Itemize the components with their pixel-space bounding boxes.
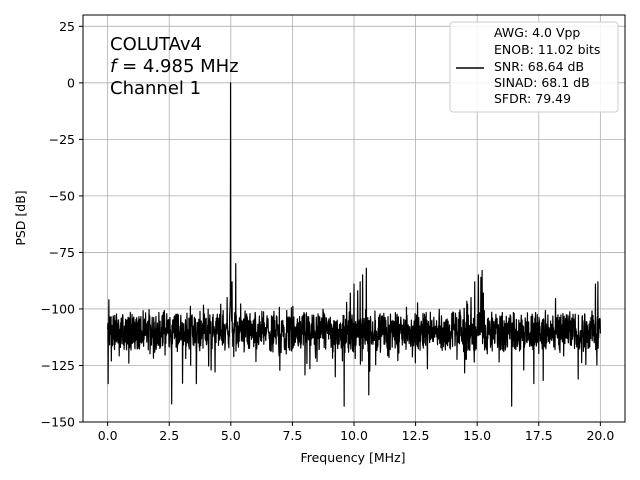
- annotation-frequency: = 4.985 MHz: [116, 56, 238, 77]
- y-tick-label: −75: [49, 245, 75, 260]
- y-axis-label: PSD [dB]: [13, 190, 28, 245]
- x-axis-label: Frequency [MHz]: [300, 450, 405, 465]
- y-tick-label: 0: [67, 75, 75, 90]
- legend-sinad: SINAD: 68.1 dB: [494, 75, 590, 90]
- x-tick-label: 5.0: [221, 428, 241, 443]
- legend-snr: SNR: 68.64 dB: [494, 59, 584, 74]
- legend-enob: ENOB: 11.02 bits: [494, 42, 600, 57]
- legend-awg: AWG: 4.0 Vpp: [494, 25, 580, 40]
- y-axis-ticks: 25 0 −25 −50 −75 −100 −125 −150: [41, 19, 83, 430]
- annotation-box: COLUTAv4 f = 4.985 MHz Channel 1: [110, 34, 239, 99]
- x-tick-label: 7.5: [282, 428, 302, 443]
- y-tick-label: 25: [59, 19, 75, 34]
- x-tick-label: 0.0: [98, 428, 118, 443]
- legend-frame: [449, 21, 619, 113]
- y-tick-label: −50: [49, 188, 75, 203]
- x-tick-label: 17.5: [525, 428, 553, 443]
- y-tick-label: −150: [41, 415, 75, 430]
- annotation-line-2: f = 4.985 MHz: [110, 56, 239, 77]
- x-tick-label: 20.0: [586, 428, 614, 443]
- legend: AWG: 4.0 Vpp ENOB: 11.02 bits SNR: 68.64…: [449, 21, 619, 113]
- x-tick-label: 15.0: [463, 428, 491, 443]
- y-tick-label: −25: [49, 132, 75, 147]
- annotation-f-symbol: f: [110, 56, 119, 77]
- series-psd-line: [107, 82, 601, 407]
- legend-sfdr: SFDR: 79.49: [494, 91, 571, 106]
- x-tick-label: 12.5: [402, 428, 430, 443]
- x-tick-label: 10.0: [340, 428, 368, 443]
- annotation-line-3: Channel 1: [110, 78, 201, 99]
- x-axis-ticks: 0.0 2.5 5.0 7.5 10.0 12.5 15.0 17.5 20.0: [98, 422, 614, 443]
- series-layer: [107, 82, 601, 407]
- annotation-line-1: COLUTAv4: [110, 34, 202, 55]
- y-tick-label: −100: [41, 301, 75, 316]
- y-tick-label: −125: [41, 358, 75, 373]
- x-tick-label: 2.5: [159, 428, 179, 443]
